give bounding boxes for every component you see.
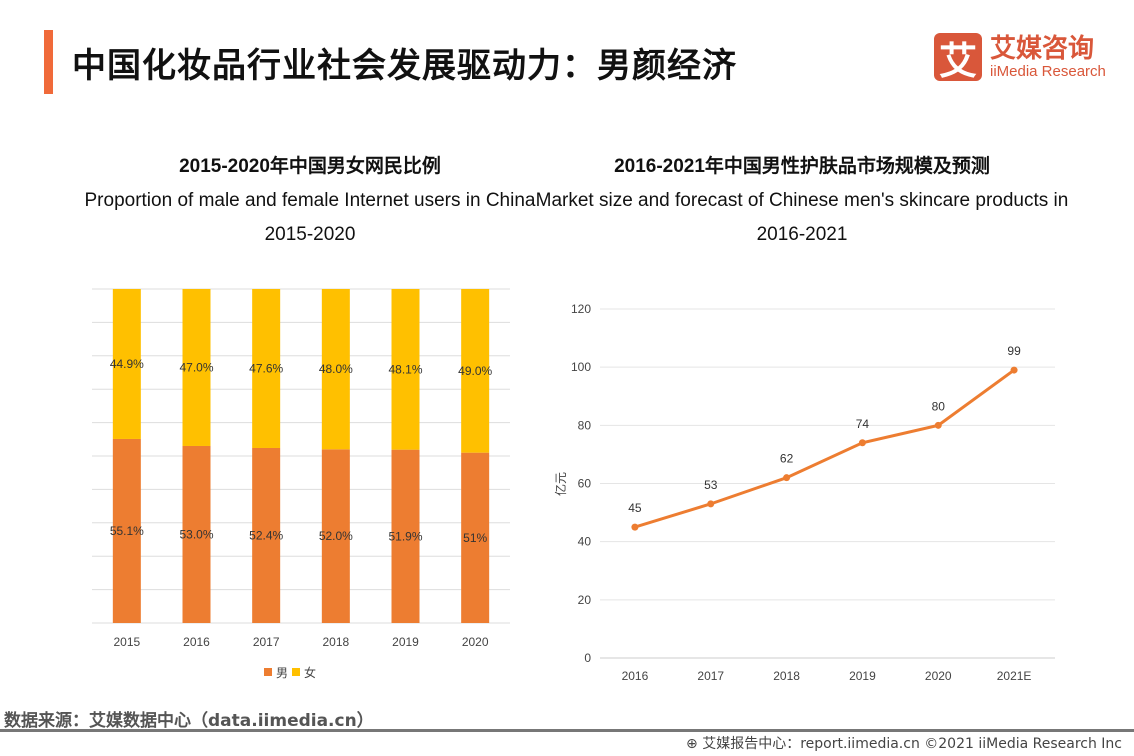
x-tick-label: 2019	[392, 635, 419, 649]
data-label: 51.9%	[388, 529, 422, 543]
data-label: 45	[628, 501, 642, 515]
chart-subtitle: Proportion of male and female Internet u…	[84, 190, 536, 211]
title-accent-bar	[44, 30, 53, 94]
chart-title: 2015-2020年中国男女网民比例	[179, 156, 441, 177]
footer-report: ⊕ 艾媒报告中心：report.iimedia.cn ©2021 iiMedia…	[686, 733, 1122, 753]
logo: 艾 艾媒咨询 iiMedia Research	[934, 33, 1106, 83]
data-label: 47.0%	[179, 360, 213, 374]
x-tick-label: 2019	[849, 669, 876, 683]
x-tick-label: 2018	[322, 635, 349, 649]
logo-en: iiMedia Research	[990, 62, 1106, 80]
x-tick-label: 2016	[183, 635, 210, 649]
bar-女-2020	[461, 289, 490, 453]
x-tick-label: 2020	[462, 635, 489, 649]
legend-swatch	[292, 668, 300, 676]
chart-subtitle-years: 2016-2021	[756, 224, 848, 245]
right-chart-titles: 2016-2021年中国男性护肤品市场规模及预测 Market size and…	[530, 150, 1074, 252]
x-tick-label: 2015	[113, 635, 140, 649]
bar-女-2015	[112, 289, 141, 439]
bar-女-2018	[321, 289, 350, 450]
data-point	[934, 421, 942, 429]
data-label: 47.6%	[249, 361, 283, 375]
bar-男-2017	[252, 447, 281, 623]
x-tick-label: 2021E	[997, 669, 1032, 683]
x-tick-label: 2016	[622, 669, 649, 683]
data-label: 53.0%	[179, 527, 213, 541]
y-tick-label: 80	[578, 418, 592, 432]
y-tick-label: 100	[571, 360, 591, 374]
y-tick-label: 0	[584, 651, 591, 665]
bar-女-2016	[182, 289, 211, 446]
bar-男-2019	[391, 449, 420, 623]
legend-label: 男	[276, 666, 288, 680]
bar-男-2015	[112, 438, 141, 623]
x-tick-label: 2020	[925, 669, 952, 683]
y-axis-label: 亿元	[553, 472, 568, 496]
x-tick-label: 2017	[253, 635, 280, 649]
data-label: 62	[780, 452, 794, 466]
data-label: 49.0%	[458, 364, 492, 378]
data-label: 52.0%	[319, 529, 353, 543]
y-tick-label: 60	[578, 477, 592, 491]
bar-男-2018	[321, 449, 350, 623]
y-tick-label: 120	[571, 302, 591, 316]
data-source: 数据来源：艾媒数据中心（data.iimedia.cn）	[4, 711, 374, 731]
bar-女-2017	[252, 289, 281, 448]
data-label: 52.4%	[249, 528, 283, 542]
data-point	[783, 474, 791, 482]
bar-男-2016	[182, 445, 211, 623]
chart-title: 2016-2021年中国男性护肤品市场规模及预测	[614, 156, 990, 177]
x-tick-label: 2018	[773, 669, 800, 683]
bar-女-2019	[391, 289, 420, 450]
data-label: 80	[932, 399, 946, 413]
data-label: 55.1%	[110, 524, 144, 538]
data-label: 48.1%	[388, 362, 422, 376]
data-label: 53	[704, 478, 718, 492]
y-tick-label: 40	[578, 535, 592, 549]
data-point	[631, 523, 639, 531]
bar-男-2020	[461, 452, 490, 623]
page-title: 中国化妆品行业社会发展驱动力：男颜经济	[72, 46, 737, 86]
data-label: 44.9%	[110, 357, 144, 371]
legend-swatch	[264, 668, 272, 676]
footer-divider	[0, 729, 1134, 732]
legend-label: 女	[304, 665, 316, 680]
left-chart-titles: 2015-2020年中国男女网民比例 Proportion of male an…	[40, 150, 580, 252]
data-point	[858, 439, 866, 447]
chart-subtitle: Market size and forecast of Chinese men'…	[535, 190, 1069, 211]
data-point	[1010, 366, 1018, 374]
x-tick-label: 2017	[697, 669, 724, 683]
series-line	[634, 368, 1015, 529]
data-point	[707, 500, 715, 508]
y-tick-label: 20	[578, 593, 592, 607]
data-label: 74	[856, 417, 870, 431]
globe-icon: ⊕	[686, 736, 703, 752]
data-label: 51%	[463, 531, 487, 545]
chart-subtitle-years: 2015-2020	[264, 224, 356, 245]
logo-mark: 艾	[934, 33, 982, 83]
data-label: 48.0%	[319, 362, 353, 376]
footer-report-text: 艾媒报告中心：report.iimedia.cn ©2021 iiMedia R…	[702, 736, 1122, 752]
data-label: 99	[1007, 344, 1021, 358]
logo-cn: 艾媒咨询	[990, 33, 1095, 64]
